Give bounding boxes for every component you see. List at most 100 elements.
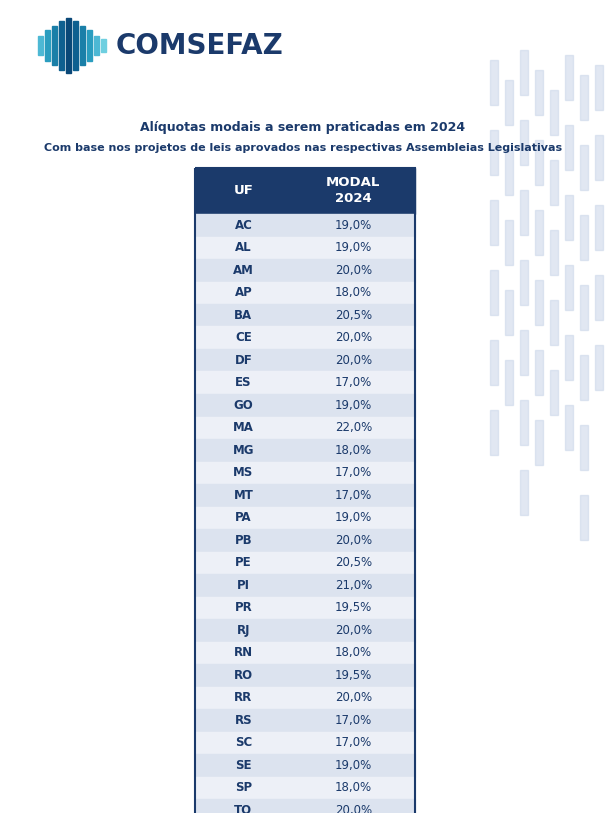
Text: MS: MS [233,466,253,479]
Text: ES: ES [235,376,251,389]
Bar [195,372,415,394]
Text: 20,0%: 20,0% [335,354,372,367]
Bar [38,36,43,55]
Bar [195,799,415,813]
Bar [490,60,498,105]
Bar [195,551,415,574]
Text: 19,0%: 19,0% [335,219,372,232]
Bar [195,664,415,686]
Text: Com base nos projetos de leis aprovados nas respectivas Assembleias Legislativas: Com base nos projetos de leis aprovados … [44,143,562,153]
Text: Alíquotas modais a serem praticadas em 2024: Alíquotas modais a serem praticadas em 2… [141,121,465,134]
Bar [535,280,543,325]
Bar [195,214,415,237]
Bar [550,370,558,415]
Bar [195,732,415,754]
Bar [195,776,415,799]
Bar [195,754,415,776]
Bar [195,168,415,214]
Bar [535,420,543,465]
Text: PA: PA [235,511,251,524]
Bar [505,150,513,195]
Text: 17,0%: 17,0% [335,489,372,502]
Text: RS: RS [235,714,252,727]
Bar [535,70,543,115]
Bar [195,416,415,439]
Text: RR: RR [235,691,253,704]
Bar [580,355,588,400]
Bar [520,120,528,165]
Bar [195,709,415,732]
Bar [195,619,415,641]
Text: MT: MT [233,489,253,502]
Text: PI: PI [237,579,250,592]
Text: SC: SC [235,737,252,750]
Bar [490,340,498,385]
Bar [535,350,543,395]
Bar [580,495,588,540]
Text: RO: RO [234,669,253,682]
Bar [195,641,415,664]
Bar [490,410,498,455]
Bar [66,18,71,73]
Text: 20,0%: 20,0% [335,804,372,813]
Bar [505,290,513,335]
Text: RJ: RJ [237,624,250,637]
Bar [59,21,64,70]
Bar [580,285,588,330]
Text: 19,0%: 19,0% [335,241,372,254]
Bar [490,130,498,175]
Bar [580,75,588,120]
Text: MA: MA [233,421,254,434]
Text: 22,0%: 22,0% [335,421,372,434]
Text: 17,0%: 17,0% [335,714,372,727]
Bar [520,260,528,305]
Bar [195,484,415,506]
Bar [195,168,415,813]
Text: 19,0%: 19,0% [335,398,372,411]
Bar [595,275,603,320]
Text: 21,0%: 21,0% [335,579,372,592]
Bar [535,140,543,185]
Bar [80,26,85,65]
Bar [550,160,558,205]
Bar [580,425,588,470]
Text: AC: AC [235,219,252,232]
Bar [520,190,528,235]
Bar [505,360,513,405]
Text: 20,5%: 20,5% [335,556,372,569]
Bar [595,205,603,250]
Bar [195,529,415,551]
Text: SP: SP [235,781,252,794]
Text: 20,0%: 20,0% [335,624,372,637]
Text: SE: SE [235,759,251,772]
Text: 20,0%: 20,0% [335,691,372,704]
Bar [520,470,528,515]
Text: MODAL
2024: MODAL 2024 [326,176,381,206]
Text: MG: MG [233,444,254,457]
Bar [195,686,415,709]
Bar [550,90,558,135]
Bar [595,135,603,180]
Text: 19,0%: 19,0% [335,511,372,524]
Text: CE: CE [235,331,251,344]
Bar [595,345,603,390]
Bar [550,300,558,345]
Bar [505,80,513,125]
Text: 20,0%: 20,0% [335,534,372,547]
Bar [195,327,415,349]
Text: 20,5%: 20,5% [335,309,372,322]
Bar [505,220,513,265]
Text: 18,0%: 18,0% [335,444,372,457]
Bar [520,50,528,95]
Text: 18,0%: 18,0% [335,646,372,659]
Bar [535,210,543,255]
Bar [195,349,415,372]
Text: UF: UF [233,185,253,198]
Bar [195,462,415,484]
Bar [195,237,415,259]
Bar [195,574,415,597]
Text: DF: DF [235,354,252,367]
Bar [195,394,415,416]
Bar [490,270,498,315]
Text: 18,0%: 18,0% [335,781,372,794]
